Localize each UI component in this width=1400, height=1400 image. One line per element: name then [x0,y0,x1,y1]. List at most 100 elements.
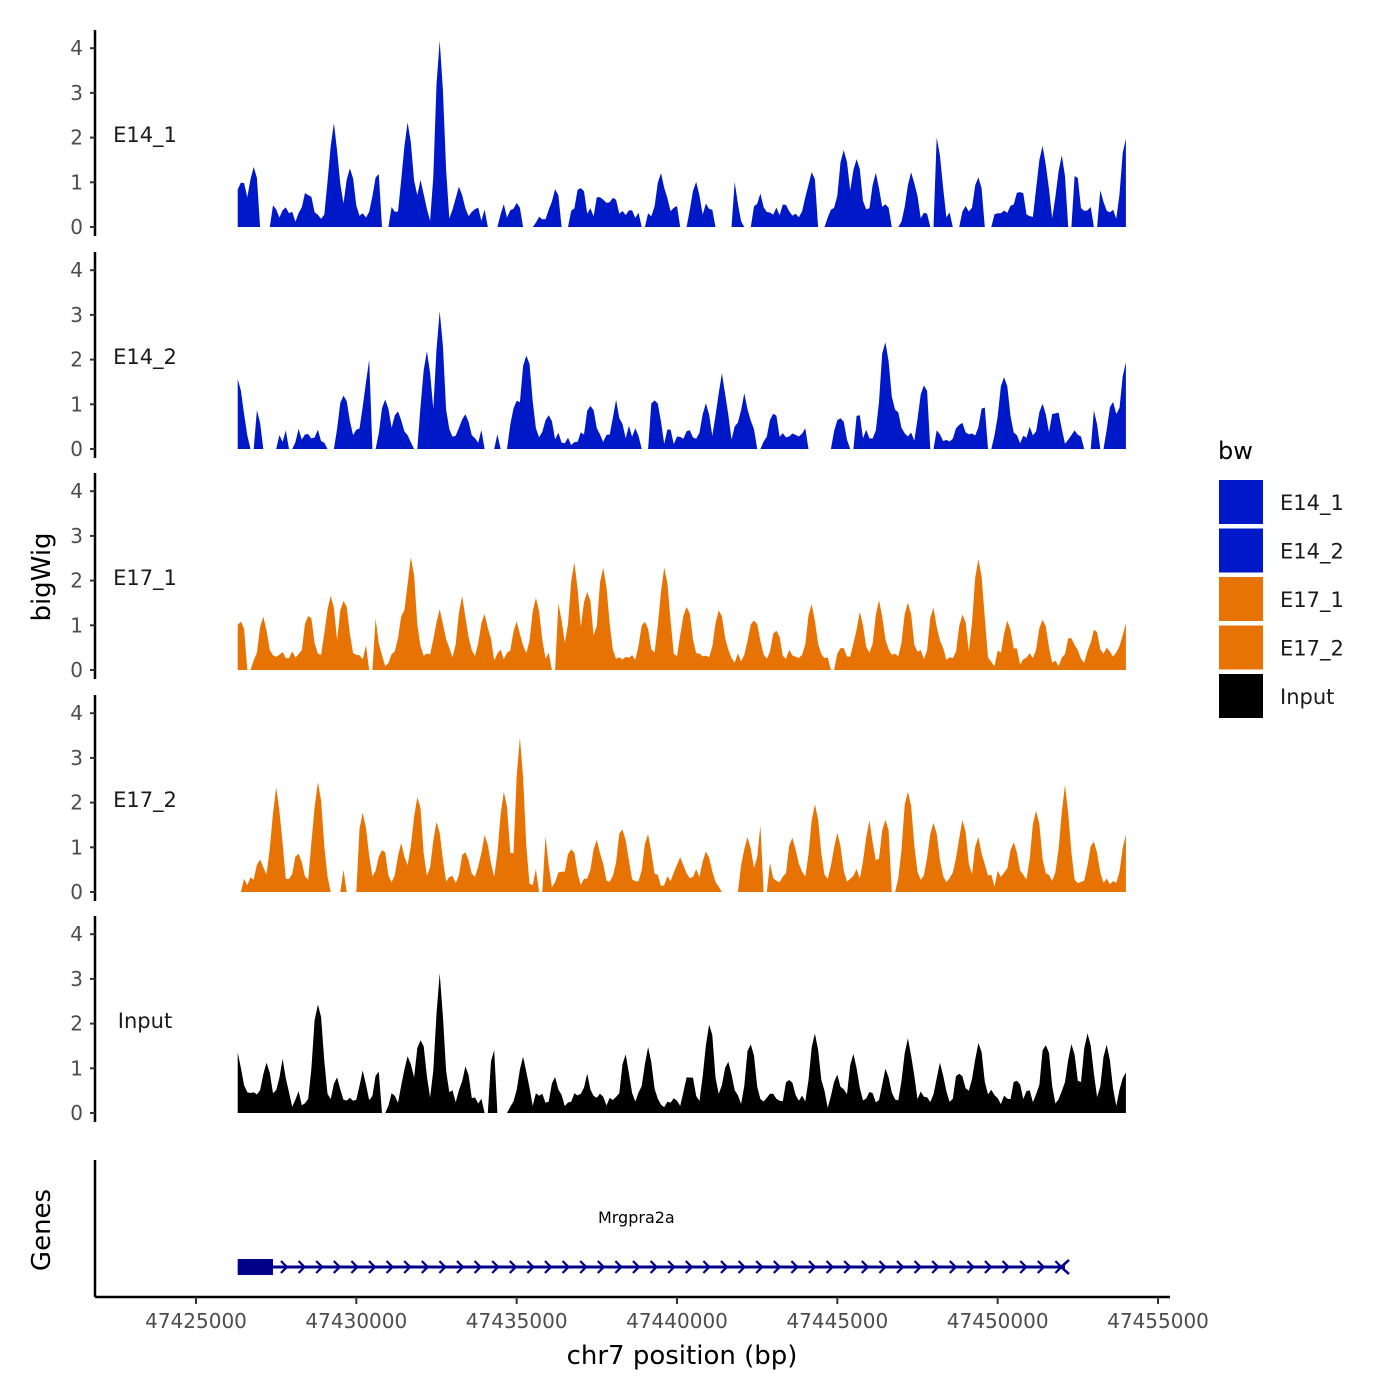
strand-arrow-icon [737,1260,747,1274]
y-tick-label: 0 [70,880,83,904]
strand-arrow-icon [1054,1260,1063,1274]
strand-arrow-icon [896,1260,905,1274]
strand-arrow-icon [1019,1260,1028,1274]
x-tick-label: 47440000 [626,1309,728,1333]
y-tick-label: 1 [70,835,83,859]
x-tick-label: 47430000 [305,1309,407,1333]
strand-arrow-icon [878,1260,887,1274]
genes-axis-title: Genes [27,1189,57,1271]
x-tick-label: 47435000 [466,1309,568,1333]
y-tick-label: 3 [70,81,83,105]
strand-arrow-icon [385,1260,395,1274]
strand-arrow-icon [544,1260,553,1274]
strand-arrow-icon [456,1260,465,1274]
strand-arrow-icon [772,1260,782,1274]
legend-title: bw [1218,437,1253,465]
y-tick-label: 0 [70,437,83,461]
track-label-Input: Input [118,1009,172,1033]
strand-arrow-icon [473,1260,483,1274]
strand-arrow-icon [667,1260,676,1274]
strand-arrow-icon [790,1260,799,1274]
legend-swatch-E17_1 [1219,577,1263,621]
y-tick-label: 1 [70,613,83,637]
y-tick-label: 0 [70,215,83,239]
strand-arrow-icon [1059,1259,1070,1275]
y-tick-label: 0 [70,658,83,682]
y-tick-label: 3 [70,303,83,327]
y-axis-title: bigWig [27,532,57,621]
track-E17_2: 0 1 2 3 4 E17_2 [70,695,1126,904]
y-tick-label: 2 [70,569,83,593]
strand-arrow-icon [755,1260,764,1274]
strand-arrow-icon [332,1260,342,1274]
strand-arrow-icon [860,1260,870,1274]
legend: bw E14_1 E14_2 E17_1 E17_2 Input [1218,437,1344,718]
strand-arrow-icon [720,1260,729,1274]
strand-arrow-icon [632,1260,641,1274]
legend-label-E17_2: E17_2 [1280,637,1344,662]
track-label-E14_1: E14_1 [113,123,177,148]
x-tick-label: 47445000 [786,1309,888,1333]
strand-arrow-icon [280,1260,289,1274]
strand-arrow-icon [614,1260,623,1274]
strand-arrow-icon [403,1260,412,1274]
y-tick-label: 1 [70,170,83,194]
x-tick-label: 47425000 [145,1309,247,1333]
legend-swatch-E17_2 [1219,625,1263,670]
signal-area-Input [237,973,1126,1113]
track-E14_1: 0 1 2 3 4 E14_1 [70,30,1126,239]
y-tick-label: 2 [70,1012,83,1036]
signal-area-E17_1 [237,557,1126,670]
y-tick-label: 4 [70,922,83,946]
x-tick-label: 47455000 [1107,1309,1209,1333]
x-tick-label: 47450000 [947,1309,1049,1333]
y-tick-label: 4 [70,36,83,60]
strand-arrow-icon [966,1260,975,1274]
signal-area-E14_2 [237,311,1126,449]
strand-arrow-icon [368,1260,377,1274]
track-E14_2: 0 1 2 3 4 E14_2 [70,252,1126,461]
track-label-E17_2: E17_2 [113,788,177,813]
bigwig-tracks: 0 1 2 3 4 E14_1 0 1 2 3 4 E14_2 0 1 2 3 4 E17_1 0 1 2 3 4 E17_2… [70,30,1126,1125]
legend-label-E14_2: E14_2 [1280,540,1344,565]
y-tick-label: 4 [70,258,83,282]
track-E17_1: 0 1 2 3 4 E17_1 [70,473,1126,682]
track-Input: 0 1 2 3 4 Input [70,916,1126,1125]
strand-arrow-icon [931,1260,940,1274]
strand-arrow-icon [913,1260,923,1274]
y-tick-label: 3 [70,967,83,991]
strand-arrow-icon [702,1260,711,1274]
strand-arrow-icon [649,1260,659,1274]
legend-label-E17_1: E17_1 [1280,588,1344,613]
signal-area-E14_1 [237,40,1126,227]
y-tick-label: 4 [70,479,83,503]
strand-arrow-icon [1001,1260,1011,1274]
y-tick-label: 1 [70,1056,83,1080]
y-tick-label: 2 [70,348,83,372]
strand-arrow-icon [984,1260,993,1274]
strand-arrow-icon [438,1260,447,1274]
strand-arrow-icon [596,1260,606,1274]
genes-panel: Mrgpra2a [93,1160,1070,1297]
strand-arrow-icon [843,1260,852,1274]
x-axis: 47425000 47430000 47435000 47440000 47445000… [95,1295,1209,1333]
strand-arrow-icon [297,1260,307,1274]
y-tick-label: 2 [70,791,83,815]
y-tick-label: 4 [70,701,83,725]
strand-arrow-icon [1036,1260,1046,1274]
strand-arrow-icon [350,1260,359,1274]
legend-label-Input: Input [1280,685,1334,709]
strand-arrow-icon [315,1260,324,1274]
strand-arrow-icon [491,1260,500,1274]
strand-arrow-icon [808,1260,817,1274]
strand-arrow-icon [684,1260,694,1274]
y-tick-label: 1 [70,392,83,416]
y-tick-label: 0 [70,1101,83,1125]
gene-exon [237,1259,273,1275]
strand-arrow-icon [579,1260,588,1274]
legend-label-E14_1: E14_1 [1280,491,1344,516]
gene-label: Mrgpra2a [598,1208,675,1227]
strand-arrow-icon [420,1260,430,1274]
y-tick-label: 2 [70,126,83,150]
